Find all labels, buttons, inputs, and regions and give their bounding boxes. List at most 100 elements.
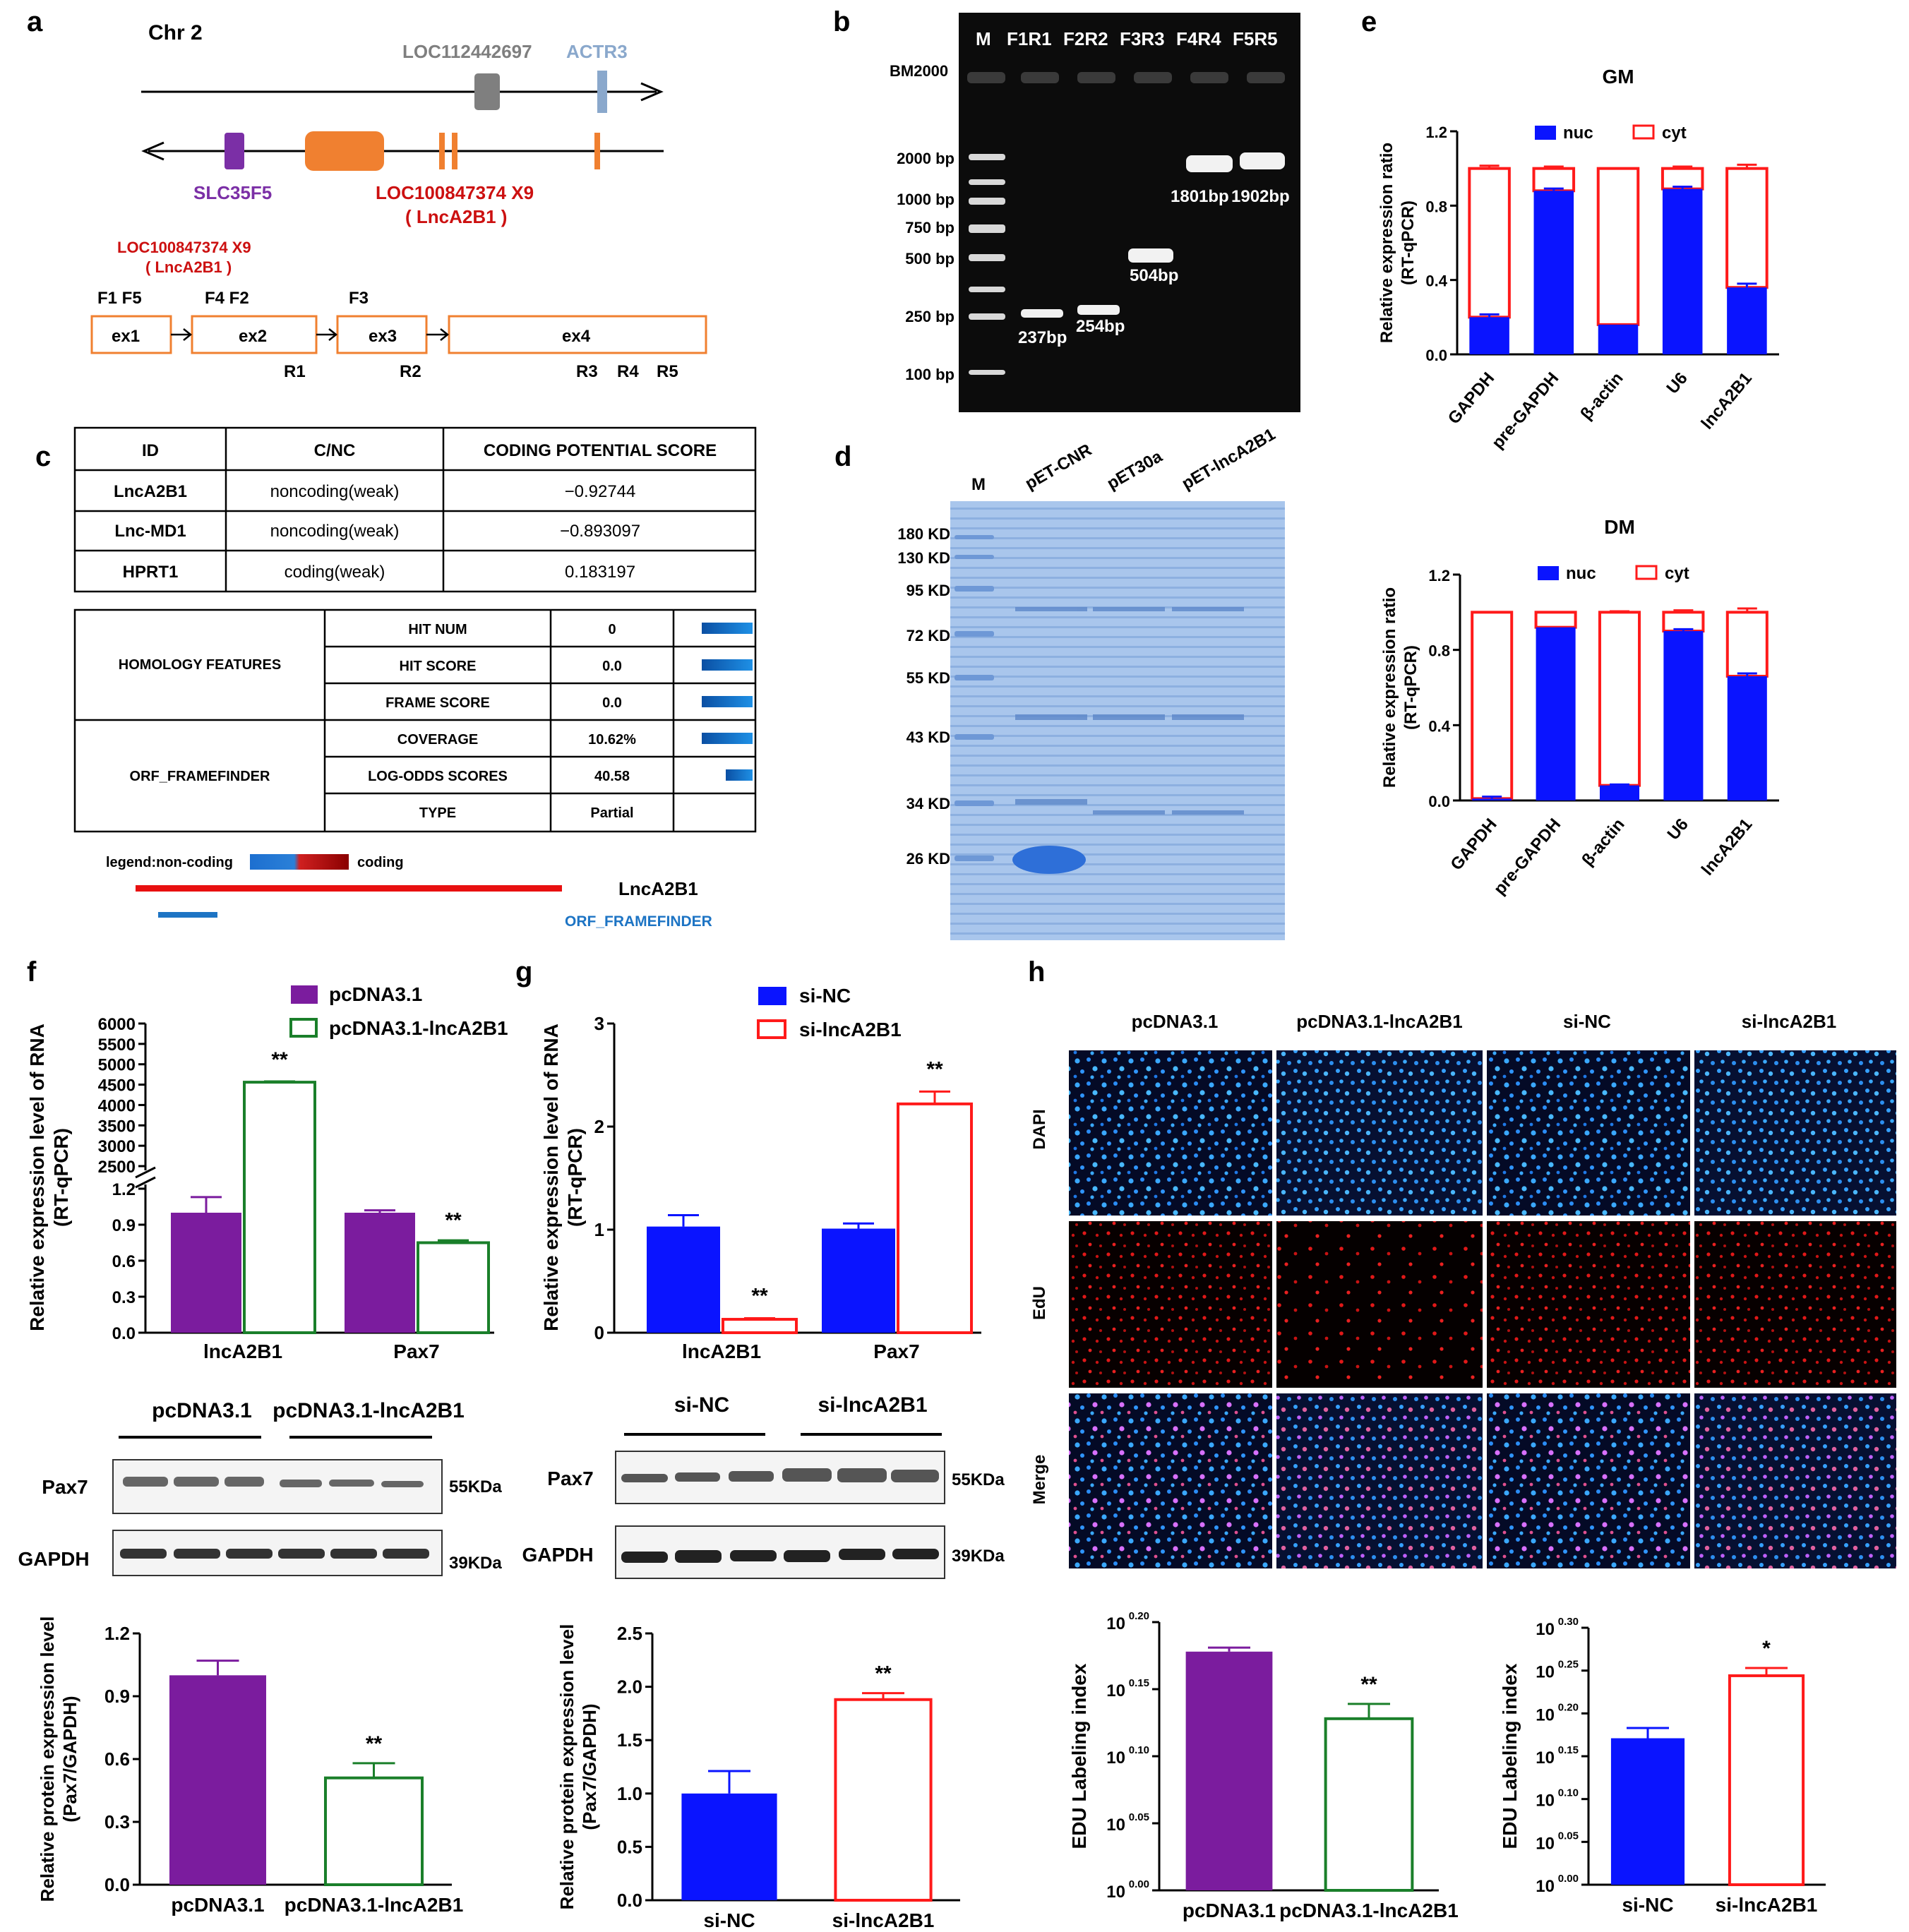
- y-axis-label: (RT-qPCR): [1399, 200, 1418, 285]
- exon-3-label: ex3: [369, 327, 397, 346]
- gel-lane-label-f2r2: F2R2: [1063, 28, 1108, 49]
- x-tick-label: pcDNA3.1: [1183, 1900, 1276, 1921]
- panel-label-f: f: [27, 956, 37, 988]
- y-tick-label-base: 10: [1106, 1816, 1125, 1835]
- feature-value: 0: [608, 622, 616, 637]
- ladder-500bp: 500 bp: [905, 250, 954, 268]
- gel-lane-label-f4r4: F4R4: [1176, 28, 1221, 49]
- legend-swatch-pcdna-lnc: [289, 1018, 318, 1038]
- gene-slc35f5-label: SLC35F5: [193, 182, 272, 203]
- band-size-504bp: 504bp: [1130, 266, 1178, 285]
- gel-lane-label-f5r5: F5R5: [1233, 28, 1278, 49]
- kd-marker: 72 KD: [906, 627, 950, 644]
- bar-cyt: [1725, 611, 1769, 678]
- bar-cyt: [1471, 611, 1514, 800]
- x-tick-label: si-NC: [703, 1909, 755, 1928]
- y-axis-label: Relative protein expression level: [556, 1624, 578, 1910]
- bar-cyt: [1468, 167, 1511, 319]
- gel-band-f3r3: [1128, 248, 1173, 263]
- y-tick-label: 2500: [98, 1158, 136, 1177]
- y-tick-label: 0.5: [617, 1836, 642, 1857]
- legend-label-cyt: cyt: [1665, 564, 1689, 583]
- y-tick-label: 2.5: [617, 1623, 642, 1644]
- legend-label-cyt: cyt: [1662, 124, 1687, 143]
- y-tick-label: 1.2: [1428, 567, 1450, 584]
- legend-gradient: [250, 854, 349, 870]
- table-cell: 0.183197: [565, 563, 635, 582]
- primer-r4: R4: [617, 362, 639, 381]
- blot-row-label: Pax7: [547, 1468, 593, 1489]
- image-dapi-si-lnca2b1: [1694, 1050, 1896, 1216]
- legend-noncoding: legend:non-coding: [106, 855, 233, 870]
- x-tick-label: si-lncA2B1: [1716, 1894, 1818, 1916]
- column-label-si-nc: si-NC: [1563, 1011, 1611, 1032]
- bar-cyt: [1598, 611, 1641, 787]
- table-header-cnc: C/NC: [314, 441, 356, 460]
- x-tick-label: lncA2B1: [1698, 369, 1756, 433]
- blot-group-label: pcDNA3.1: [152, 1399, 252, 1422]
- table-cell: noncoding(weak): [270, 522, 400, 541]
- y-axis-label: (Pax7/GAPDH): [579, 1703, 600, 1830]
- chart-f-protein: 0.0 0.3 0.6 0.9 1.2 Relative protein expressi…: [37, 1616, 463, 1916]
- y-tick-label-exponent: 0.15: [1129, 1677, 1149, 1689]
- gel-band-f2r2: [1077, 305, 1120, 315]
- feature-name: FRAME SCORE: [385, 695, 490, 711]
- table-cell: HPRT1: [123, 563, 179, 582]
- y-tick-label: 0: [594, 1322, 604, 1343]
- y-tick-label-base: 10: [1106, 1748, 1125, 1768]
- primer-f4f2: F4 F2: [205, 289, 249, 308]
- bar-pcdna-lnc: [243, 1081, 316, 1334]
- legend-label-pcdna-lnc: pcDNA3.1-lncA2B1: [329, 1017, 508, 1039]
- y-tick-label: 6000: [98, 1015, 136, 1034]
- legend-label-si-nc: si-NC: [799, 985, 851, 1007]
- primer-f3: F3: [349, 289, 369, 308]
- blot-row-label: Pax7: [42, 1476, 88, 1498]
- transcript-sublabel: ( LncA2B1 ): [145, 258, 232, 276]
- bar-pcdna: [171, 1213, 241, 1333]
- chart-g-rna: si-NC si-lncA2B1 0 1 2 3 Relative expression l…: [540, 985, 981, 1362]
- exon-4-label: ex4: [562, 327, 591, 346]
- y-tick-label-base: 10: [1106, 1614, 1125, 1633]
- feature-name: HIT SCORE: [400, 659, 477, 674]
- y-tick-label: 0.0: [104, 1874, 130, 1895]
- band-size-254bp: 254bp: [1076, 317, 1125, 336]
- significance-mark: **: [271, 1048, 288, 1072]
- gene-actr3-block: [597, 71, 607, 113]
- group-orf-framefinder: ORF_FRAMEFINDER: [130, 769, 270, 784]
- transcript-label: LOC100847374 X9: [117, 239, 251, 256]
- y-tick-label: 1.2: [104, 1623, 130, 1644]
- ladder-750bp: 750 bp: [905, 219, 954, 236]
- y-axis-label: (Pax7/GAPDH): [59, 1696, 80, 1822]
- y-tick-label: 0.0: [1428, 793, 1450, 810]
- table-cell: −0.893097: [560, 522, 640, 541]
- chart-e-GM: GM nuc cyt 0.0 0.4 0.8 1.2 Relative expression …: [1377, 66, 1779, 452]
- y-tick-label: 0.9: [112, 1216, 136, 1235]
- panel-d: M pET-CNR pET30a pET-lncA2B1 180 KD 130 …: [897, 425, 1285, 940]
- blot-size-label: 55KDa: [952, 1470, 1005, 1489]
- panel-label-c: c: [35, 441, 51, 472]
- x-tick-label: U6: [1663, 369, 1691, 398]
- image-edu-pcdna31: [1069, 1221, 1272, 1388]
- y-tick-label: 1.5: [617, 1729, 642, 1751]
- y-tick-label: 0.8: [1428, 642, 1450, 660]
- y-tick-label: 4500: [98, 1076, 136, 1096]
- bar-nuc: [1533, 191, 1574, 354]
- significance-mark: **: [366, 1732, 383, 1756]
- bar-si-lnc: [897, 1102, 973, 1334]
- y-tick-label: 0.8: [1425, 198, 1447, 215]
- legend-swatch-cyt: [1635, 565, 1658, 580]
- bar-pcdna-lnc: [417, 1241, 490, 1334]
- column-label-pcdna31-lnca2b1: pcDNA3.1-lncA2B1: [1296, 1011, 1463, 1032]
- y-tick-label-exponent: 0.05: [1129, 1811, 1149, 1823]
- gene-loc112442697-label: LOC112442697: [402, 41, 532, 62]
- chart-f-rna: pcDNA3.1 pcDNA3.1-lncA2B1 0.0 0.3 0.6 0.9 1.2 2…: [26, 983, 508, 1362]
- column-label-pcdna31: pcDNA3.1: [1132, 1011, 1219, 1032]
- chart-title: DM: [1604, 516, 1635, 538]
- feature-value: 10.62%: [588, 732, 636, 748]
- blot-gapdh-g: [615, 1525, 945, 1579]
- y-tick-label-base: 10: [1536, 1877, 1555, 1896]
- blot-pax7-g: [615, 1451, 945, 1504]
- legend-swatch-nuc: [1535, 126, 1556, 140]
- bar: [169, 1675, 267, 1885]
- y-tick-label: 3000: [98, 1137, 136, 1156]
